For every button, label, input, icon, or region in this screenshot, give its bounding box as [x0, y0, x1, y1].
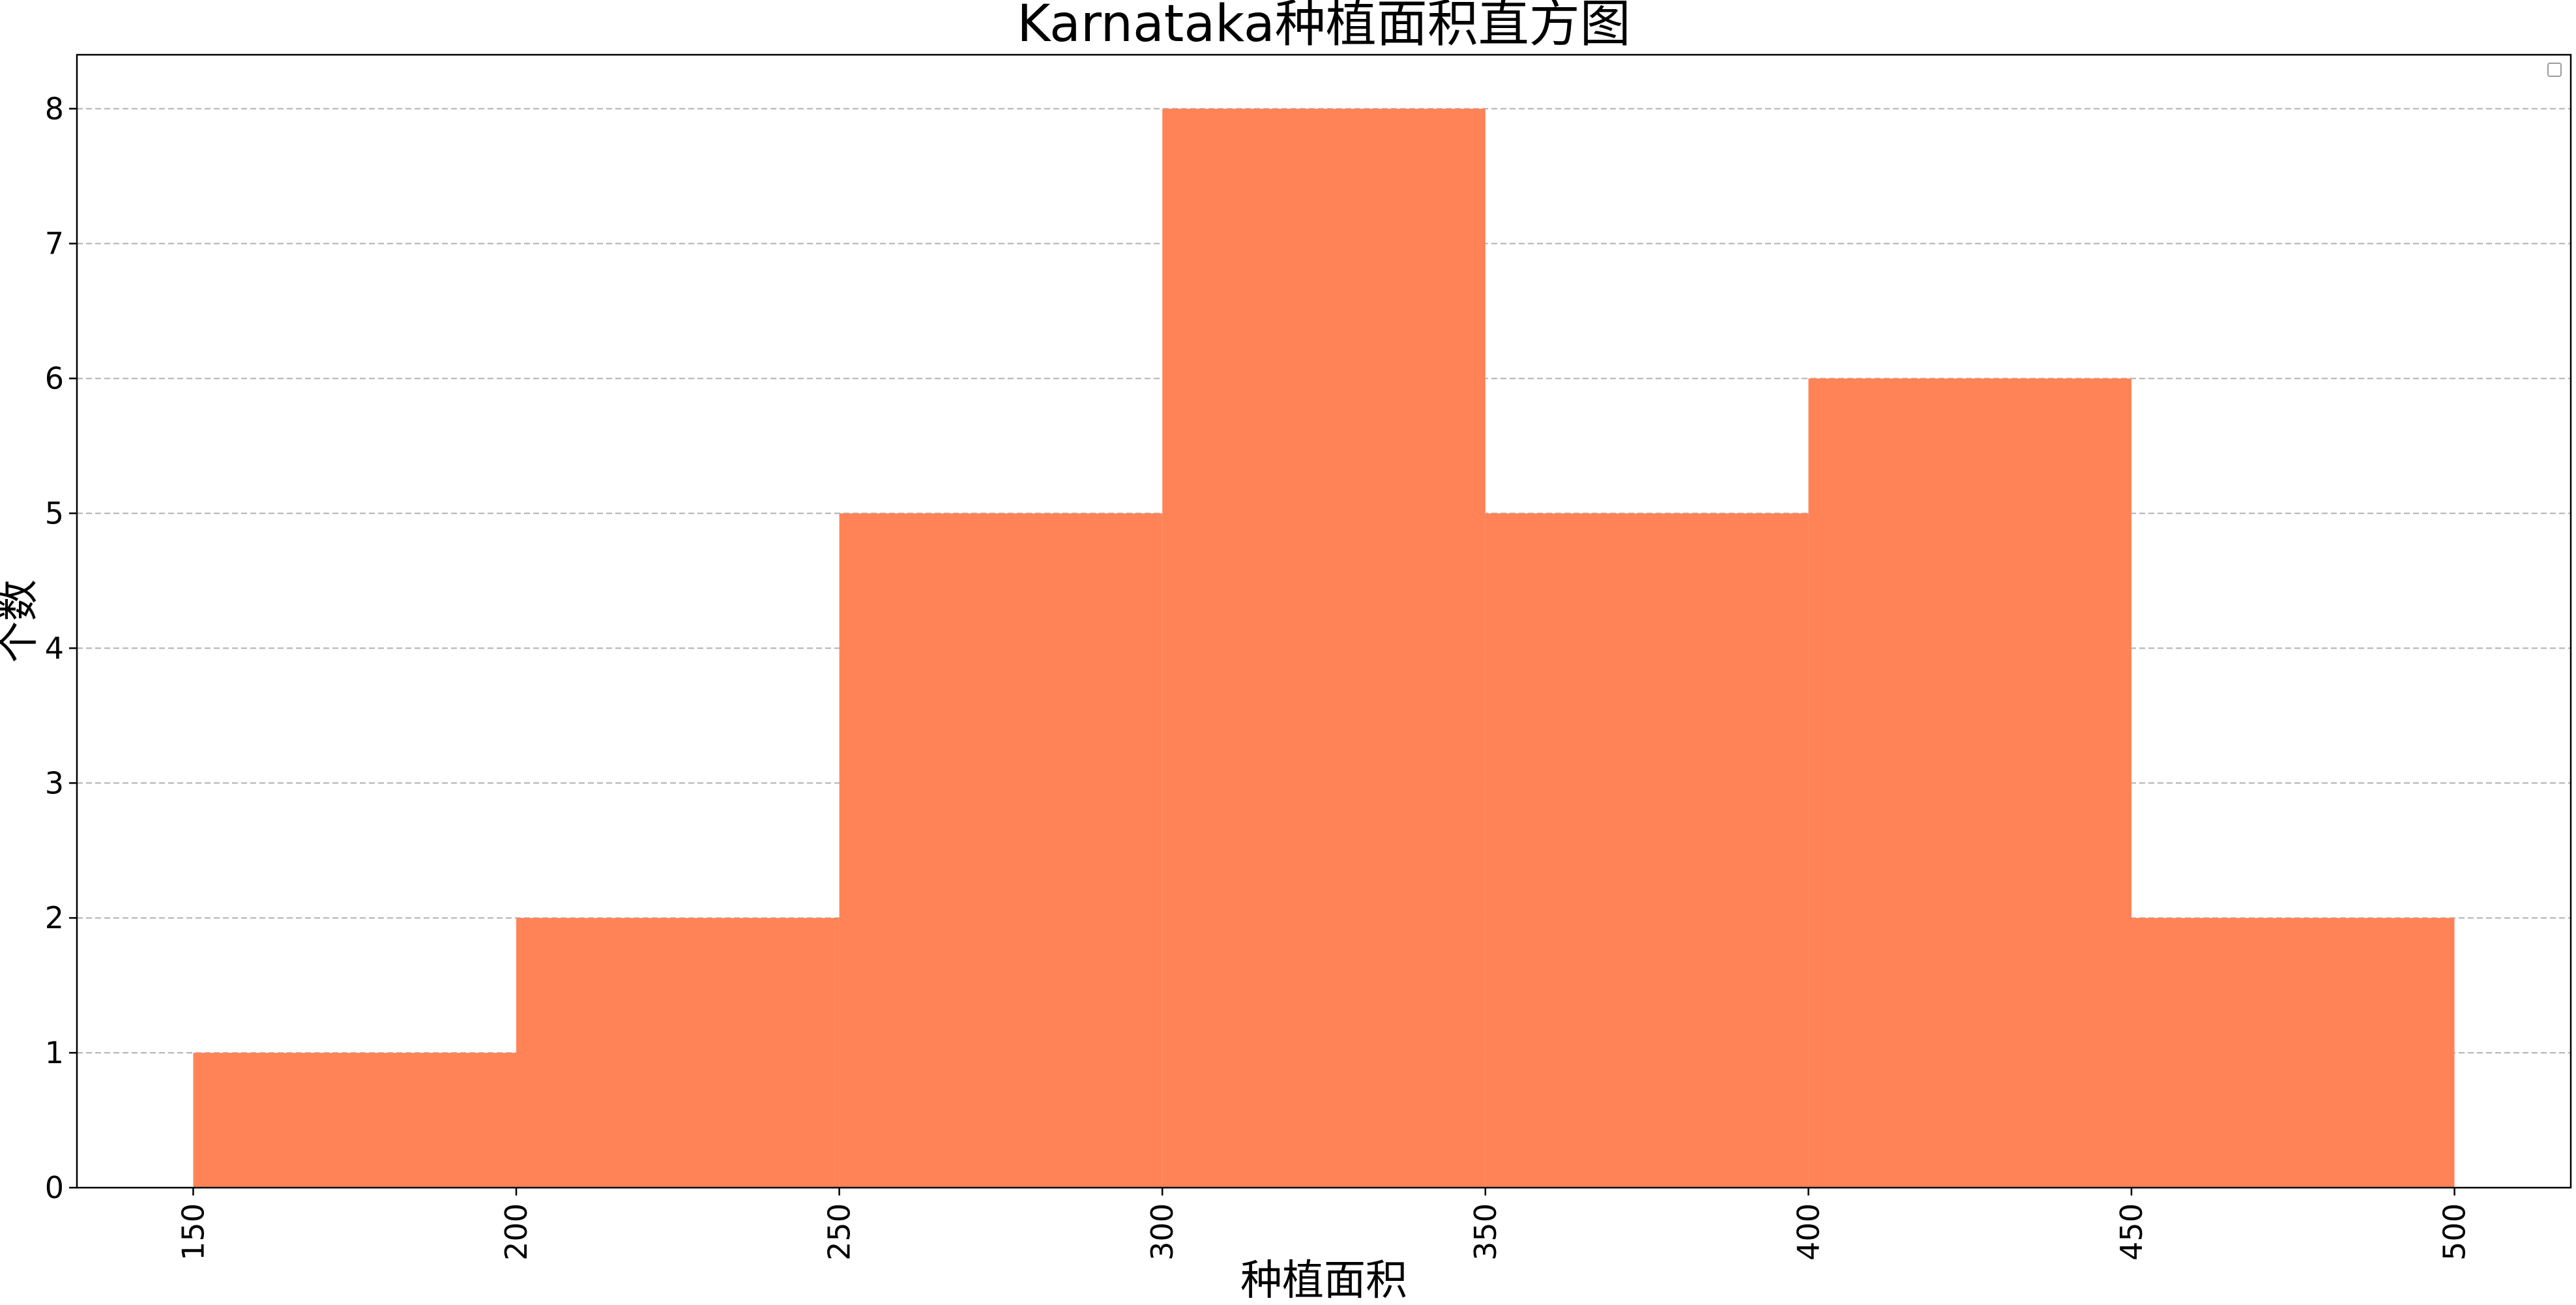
- y-tick-label-7: 7: [45, 226, 64, 261]
- y-tick-label-2: 2: [45, 900, 64, 935]
- legend-box: [2547, 63, 2562, 77]
- ticks: 0 1 2 3 4 5 6 7 8 150 200 250 300 350 400 450 500: [45, 91, 2472, 1261]
- x-tick-label-400: 400: [1791, 1203, 1826, 1261]
- histogram-bar-200-250: [516, 918, 840, 1188]
- y-tick-label-4: 4: [45, 630, 64, 666]
- x-tick-label-500: 500: [2437, 1203, 2472, 1261]
- x-tick-label-150: 150: [175, 1203, 211, 1261]
- x-tick-label-350: 350: [1468, 1203, 1503, 1261]
- y-tick-label-3: 3: [45, 765, 64, 800]
- x-tick-label-300: 300: [1145, 1203, 1180, 1261]
- bars: [193, 108, 2455, 1188]
- y-tick-label-0: 0: [45, 1170, 64, 1205]
- x-tick-label-250: 250: [822, 1203, 857, 1261]
- plot-frame: [76, 53, 2572, 1189]
- histogram-bar-250-300: [839, 513, 1163, 1188]
- histogram-bar-400-450: [1808, 378, 2131, 1188]
- y-axis-label: 个数: [0, 579, 43, 663]
- histogram-bar-150-200: [193, 1053, 517, 1188]
- x-tick-label-200: 200: [499, 1203, 534, 1261]
- chart-title: Karnataka种植面积直方图: [1017, 0, 1631, 53]
- histogram-bar-350-400: [1485, 513, 1809, 1188]
- y-tick-label-8: 8: [45, 91, 64, 126]
- y-tick-label-1: 1: [45, 1035, 64, 1070]
- histogram-bar-300-350: [1162, 108, 1486, 1188]
- y-tick-label-5: 5: [45, 495, 64, 531]
- x-tick-label-450: 450: [2114, 1203, 2149, 1261]
- histogram-bar-450-500: [2131, 918, 2455, 1188]
- y-tick-label-6: 6: [45, 361, 64, 396]
- x-axis-label: 种植面积: [1240, 1257, 1407, 1302]
